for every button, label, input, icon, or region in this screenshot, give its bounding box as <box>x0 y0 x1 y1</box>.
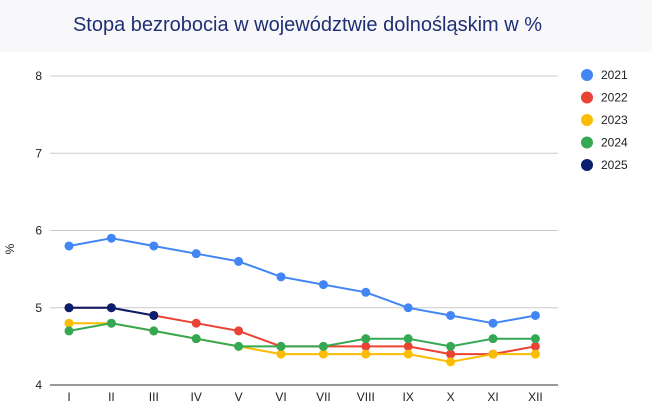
data-point-2022 <box>361 341 371 351</box>
data-point-2025 <box>106 303 116 313</box>
y-tick-label: 5 <box>35 301 42 315</box>
data-point-2024 <box>318 341 328 351</box>
data-point-2023 <box>64 318 74 328</box>
data-point-2023 <box>318 349 328 359</box>
x-tick-label: XI <box>487 390 498 404</box>
legend-marker <box>581 136 593 149</box>
y-axis-ticks: 4 5 6 7 8 <box>35 69 42 392</box>
legend-item-2023: 2023 <box>581 113 628 127</box>
x-tick-label: X <box>447 390 455 404</box>
data-point-2024 <box>446 341 456 351</box>
data-point-2024 <box>106 318 116 328</box>
data-point-2025 <box>64 303 74 313</box>
legend-marker <box>581 114 593 126</box>
x-tick-label: VII <box>316 390 331 404</box>
data-point-2021 <box>488 318 498 328</box>
x-tick-label: IV <box>191 390 202 404</box>
legend-label: 2023 <box>601 113 628 127</box>
series-line-2021 <box>68 237 536 325</box>
legend-label: 2021 <box>601 68 628 82</box>
data-point-2023 <box>361 349 371 359</box>
legend-label: 2025 <box>601 158 628 172</box>
data-point-2023 <box>403 349 413 359</box>
x-tick-label: XII <box>528 390 543 404</box>
series-line-2024 <box>68 322 536 348</box>
y-tick-label: 7 <box>35 146 42 160</box>
y-axis-label: % <box>3 243 17 254</box>
legend-marker <box>581 159 593 171</box>
legend-marker <box>581 91 593 104</box>
y-tick-label: 6 <box>35 224 42 238</box>
x-tick-label: IX <box>403 390 414 404</box>
data-point-2023 <box>530 349 540 359</box>
data-point-2021 <box>530 310 540 320</box>
data-point-2021 <box>318 280 328 290</box>
x-tick-label: I <box>67 390 70 404</box>
x-tick-label: VIII <box>357 390 375 404</box>
legend-item-2021: 2021 <box>581 68 628 82</box>
legend-label: 2022 <box>601 91 628 105</box>
series-2024 <box>64 318 540 351</box>
legend-label: 2024 <box>601 136 628 150</box>
legend-item-2024: 2024 <box>581 136 628 150</box>
legend-item-2025: 2025 <box>581 158 628 172</box>
data-point-2022 <box>234 326 244 336</box>
data-point-2024 <box>361 334 371 344</box>
data-point-2022 <box>191 318 201 328</box>
data-point-2024 <box>149 326 159 336</box>
data-point-2023 <box>276 349 286 359</box>
data-point-2021 <box>106 233 116 243</box>
data-point-2023 <box>488 349 498 359</box>
data-point-2021 <box>361 287 371 297</box>
grid-lines <box>50 75 558 386</box>
data-point-2022 <box>403 341 413 351</box>
x-axis-ticks: I II III IV V VI VII VIII IX X XI XII <box>67 390 542 404</box>
chart-title: Stopa bezrobocia w województwie dolnoślą… <box>72 14 543 36</box>
x-tick-label: V <box>235 390 243 404</box>
legend-item-2022: 2022 <box>581 91 628 105</box>
x-tick-label: III <box>149 390 159 404</box>
data-point-2021 <box>191 249 201 259</box>
y-tick-label: 8 <box>35 69 42 83</box>
data-point-2024 <box>276 341 286 351</box>
y-tick-label: 4 <box>35 378 42 392</box>
x-tick-label: II <box>108 390 115 404</box>
x-tick-label: VI <box>275 390 286 404</box>
data-point-2024 <box>191 334 201 344</box>
data-point-2024 <box>403 334 413 344</box>
data-point-2021 <box>149 241 159 251</box>
data-point-2024 <box>488 334 498 344</box>
data-point-2025 <box>149 310 159 320</box>
legend-marker <box>581 69 593 81</box>
data-point-2024 <box>64 326 74 336</box>
data-point-2023 <box>446 357 456 367</box>
chart-header: Stopa bezrobocia w województwie dolnoślą… <box>0 0 652 52</box>
data-point-2021 <box>276 272 286 282</box>
data-point-2022 <box>446 349 456 359</box>
data-point-2021 <box>64 241 74 251</box>
data-point-2021 <box>446 310 456 320</box>
data-point-2021 <box>403 303 413 313</box>
data-point-2024 <box>234 341 244 351</box>
series-2025 <box>64 303 159 320</box>
data-point-2024 <box>530 334 540 344</box>
data-point-2022 <box>530 341 540 351</box>
series-2021 <box>64 233 540 328</box>
series-group <box>64 233 540 367</box>
legend: 2021 2022 2023 2024 2025 <box>581 68 628 172</box>
data-point-2021 <box>234 256 244 266</box>
